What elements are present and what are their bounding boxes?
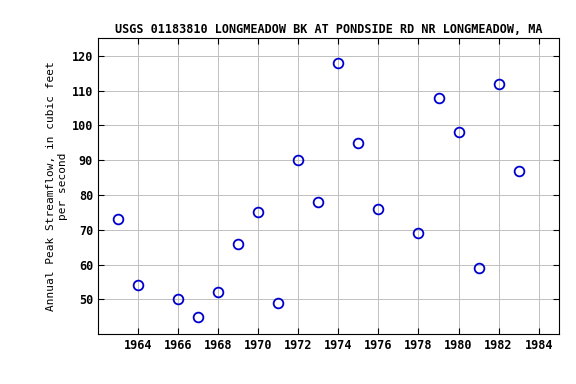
Y-axis label: Annual Peak Streamflow, in cubic feet
per second: Annual Peak Streamflow, in cubic feet pe… — [46, 61, 67, 311]
Title: USGS 01183810 LONGMEADOW BK AT PONDSIDE RD NR LONGMEADOW, MA: USGS 01183810 LONGMEADOW BK AT PONDSIDE … — [115, 23, 542, 36]
